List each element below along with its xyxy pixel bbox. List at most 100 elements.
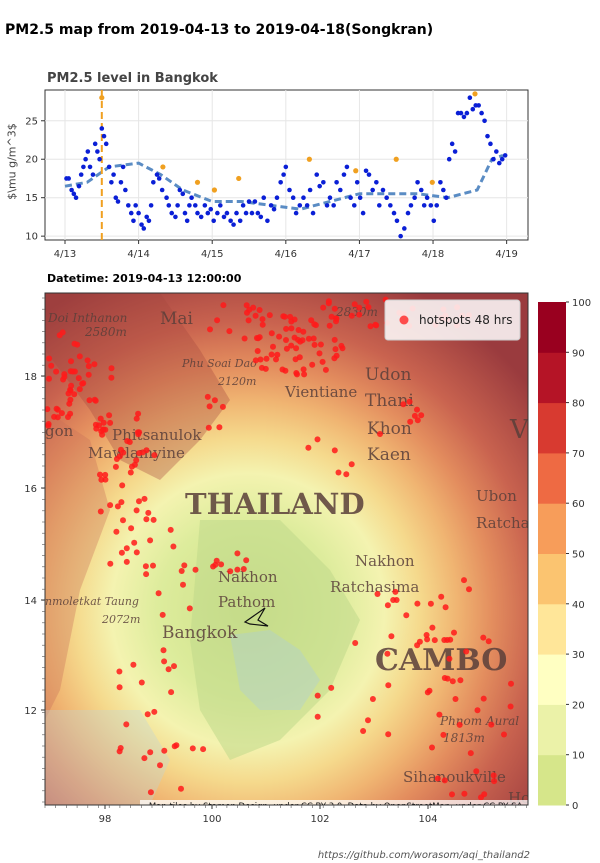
- hotspot-point: [508, 680, 514, 687]
- hotspot-point: [301, 371, 308, 378]
- data-point: [351, 203, 357, 208]
- y-tick-label: 15: [25, 193, 38, 204]
- hotspot-point: [145, 509, 152, 516]
- map-x-tick-label: 104: [418, 814, 437, 825]
- data-point: [485, 133, 490, 139]
- hotspot-point: [384, 650, 391, 657]
- hotspot-point: [117, 745, 124, 751]
- data-point: [249, 210, 255, 216]
- hotspot-point: [46, 355, 53, 362]
- y-tick-label: 25: [25, 116, 38, 127]
- map-x-tick-label: 102: [310, 814, 329, 825]
- hotspot-point: [141, 755, 148, 762]
- hotspot-point: [45, 406, 51, 413]
- data-point: [268, 203, 274, 208]
- hotspot-point: [274, 351, 281, 358]
- hotspot-point: [297, 338, 304, 345]
- data-point: [344, 164, 350, 170]
- hotspot-point: [253, 335, 260, 341]
- hotspot-point: [205, 424, 212, 431]
- hotspot-point: [171, 663, 177, 670]
- data-point: [449, 141, 455, 147]
- hotspot-point: [143, 447, 150, 454]
- colorbar-segment: [538, 654, 566, 705]
- data-point: [384, 195, 389, 200]
- sea-water: [45, 710, 170, 805]
- hotspot-point: [252, 312, 259, 319]
- y-tick-label: 10: [25, 232, 38, 243]
- hotspot-point: [438, 593, 445, 600]
- data-point: [208, 206, 214, 212]
- hotspot-point: [322, 366, 329, 373]
- hotspot-point: [91, 396, 98, 403]
- hotspot-point: [71, 340, 78, 347]
- colorbar-tick-label: 0: [572, 801, 578, 812]
- hotspot-point: [61, 373, 68, 380]
- hotspot-point: [283, 337, 289, 343]
- hotspot-point: [317, 341, 324, 348]
- legend-label: hotspots 48 hrs: [419, 313, 513, 327]
- page-title: PM2.5 map from 2019-04-13 to 2019-04-18(…: [5, 22, 434, 38]
- place-label: Khon: [367, 419, 412, 439]
- hotspot-point: [451, 629, 457, 636]
- x-tick-label: 4/18: [422, 249, 444, 260]
- data-point: [156, 176, 162, 181]
- hotspot-point: [266, 312, 273, 319]
- data-point: [99, 126, 105, 131]
- hotspot-point: [440, 731, 447, 738]
- hotspot-point: [257, 356, 264, 363]
- data-point: [151, 180, 156, 185]
- data-point: [198, 214, 204, 220]
- hotspot-point: [46, 375, 52, 382]
- place-label: Udon: [365, 365, 411, 385]
- hotspot-point: [136, 450, 143, 457]
- highlight-point: [160, 164, 166, 170]
- data-point: [408, 203, 414, 208]
- hotspot-point: [120, 517, 126, 524]
- data-point: [496, 160, 502, 166]
- hotspot-point: [142, 563, 149, 570]
- hotspot-point: [102, 471, 109, 478]
- hotspot-point: [311, 341, 318, 348]
- data-point: [341, 172, 347, 177]
- hotspot-point: [314, 692, 321, 699]
- x-tick-label: 4/13: [54, 249, 76, 260]
- hotspot-point: [331, 336, 338, 343]
- hotspot-point: [143, 571, 150, 578]
- hotspot-point: [67, 396, 74, 403]
- central-low-zone: [190, 520, 360, 760]
- hotspot-point: [268, 330, 275, 337]
- hotspot-point: [161, 747, 168, 754]
- map-y-tick-label: 18: [24, 372, 37, 383]
- hotspot-point: [268, 351, 275, 358]
- hotspot-point: [129, 463, 135, 470]
- hotspot-point: [91, 361, 98, 368]
- map-x-tick-label: 98: [99, 814, 112, 825]
- hotspot-point: [316, 350, 323, 357]
- data-point: [415, 180, 420, 185]
- data-point: [464, 110, 470, 116]
- hotspot-point: [150, 562, 156, 569]
- colorbar-tick-label: 30: [572, 650, 585, 661]
- colorbar-tick-label: 100: [572, 298, 591, 309]
- pm25-time-chart: 4/13 4/14 4/15 4/16 4/17 4/18 4/19 10 15 20 25: [25, 89, 529, 260]
- data-point: [240, 203, 246, 208]
- hotspot-point: [436, 711, 443, 718]
- data-point: [148, 203, 154, 208]
- hotspot-point: [372, 321, 379, 328]
- data-point: [363, 168, 369, 174]
- hotspot-point: [165, 666, 172, 673]
- hotspot-point: [441, 637, 448, 643]
- x-tick-label: 4/14: [127, 249, 149, 260]
- hotspot-point: [461, 790, 468, 797]
- hotspot-point: [141, 495, 148, 502]
- hotspot-point: [431, 637, 438, 644]
- hotspot-point: [170, 543, 177, 550]
- data-point: [452, 149, 458, 154]
- hotspot-point: [161, 658, 168, 665]
- data-point: [458, 110, 464, 116]
- hotspot-point: [207, 326, 213, 333]
- x-tick-label: 4/19: [495, 249, 517, 260]
- hotspot-point: [219, 403, 226, 410]
- hotspot-point: [352, 640, 359, 646]
